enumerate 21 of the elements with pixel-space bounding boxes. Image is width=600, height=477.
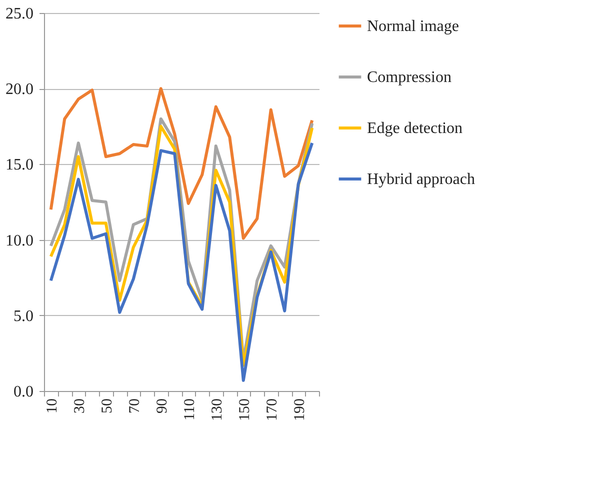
x-tick-label: 10 [44,398,60,414]
y-tick-label: 5.0 [14,308,34,325]
x-tick-label: 170 [264,398,280,421]
legend-label: Compression [367,69,452,86]
y-tick-label: 20.0 [6,81,34,98]
x-tick-label: 50 [99,398,116,414]
x-tick-label: 30 [72,398,88,414]
y-tick-label: 25.0 [6,6,34,22]
x-tick-label: 110 [182,398,198,420]
y-tick-label: 0.0 [14,384,34,400]
x-tick-label: 150 [236,398,253,421]
legend-label: Hybrid approach [367,171,475,188]
legend-label: Edge detection [367,120,463,137]
legend-label: Normal image [367,18,459,35]
x-tick-label: 130 [209,398,226,421]
line-series [49,87,314,240]
x-tick-label: 190 [292,398,308,421]
y-tick-label: 10.0 [6,232,34,250]
x-tick-label: 90 [154,398,170,414]
y-tick-label: 15.0 [6,156,34,174]
x-tick-label: 70 [126,398,143,414]
